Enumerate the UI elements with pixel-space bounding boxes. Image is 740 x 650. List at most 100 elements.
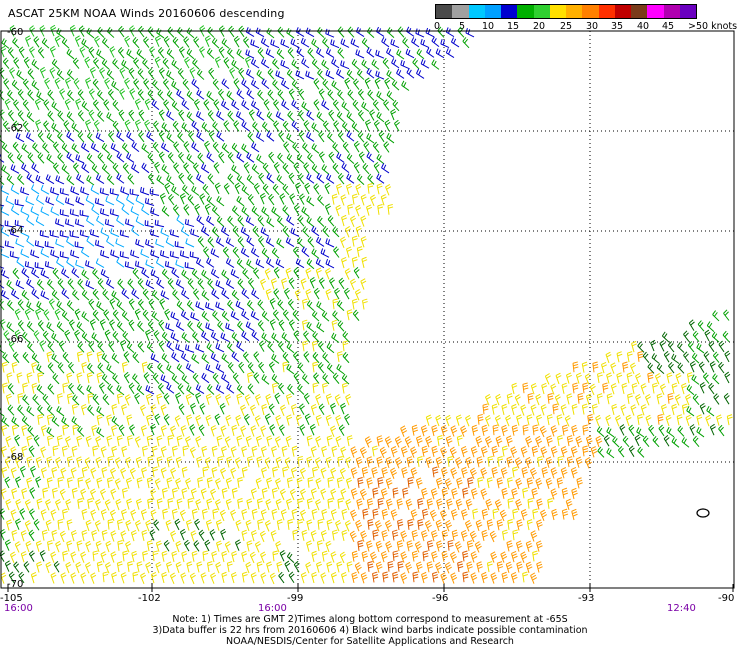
wind-barb [465,456,473,469]
wind-barb [0,245,5,248]
wind-barb [304,413,311,425]
wind-barb [87,132,95,143]
wind-barb [189,446,196,459]
wind-barb [240,247,250,258]
wind-barb [300,37,310,48]
wind-barb [666,372,673,384]
wind-barb [337,47,345,59]
wind-barb [213,99,220,111]
wind-barb [171,373,180,385]
wind-barb [400,530,408,542]
wind-barb [274,436,281,448]
wind-barb [245,68,255,79]
wind-barb [366,540,373,552]
wind-barb [206,498,213,510]
wind-barb [189,251,200,259]
wind-barb [296,477,303,489]
wind-barb [97,152,105,164]
wind-barb [560,446,568,458]
wind-barb [340,60,350,70]
wind-barb [227,110,235,122]
wind-barb [650,339,657,352]
wind-barb [55,456,62,469]
legend-label: 25 [559,21,573,32]
wind-barb [7,89,15,101]
wind-barb [718,340,725,353]
wind-barb [477,413,484,425]
wind-barb [159,250,170,259]
wind-barb [380,488,388,500]
wind-barb [147,152,155,164]
wind-barb [100,268,110,279]
wind-barb [305,27,315,38]
wind-barb [110,142,120,153]
wind-barb [293,560,300,573]
wind-barb [95,258,105,269]
wind-barb [201,353,210,364]
wind-barb [284,457,291,469]
legend-swatch [647,5,664,18]
wind-barb [51,529,58,542]
wind-barb [155,238,165,248]
wind-barb [340,194,347,206]
wind-barb [282,162,290,175]
wind-barb [346,131,355,142]
wind-barb [241,288,250,300]
wind-barb [147,89,155,101]
wind-barb [144,119,151,132]
wind-barb [201,372,210,384]
wind-barb [121,508,127,521]
wind-barb [238,67,245,80]
wind-barb [199,46,206,58]
wind-barb [106,69,115,81]
wind-barb [65,197,75,206]
wind-barb [195,435,202,448]
wind-barb [328,109,335,122]
wind-barb [386,498,393,510]
wind-barb [15,238,25,248]
wind-barb [330,402,337,415]
wind-barb [81,289,90,301]
wind-barb [141,205,150,216]
wind-barb [626,372,633,384]
wind-barb [221,550,228,563]
wind-barb [104,562,111,574]
wind-barb [400,445,408,458]
wind-barb [268,403,275,415]
wind-barb [476,561,483,573]
wind-barb [101,163,110,175]
wind-barb [180,310,190,321]
wind-barb [375,540,383,553]
wind-barb [98,382,105,394]
wind-barb [97,278,105,290]
wind-barb [297,498,303,509]
wind-barb [525,435,533,448]
wind-barb [514,394,521,406]
wind-barb [387,560,394,572]
wind-barb [86,372,93,384]
wind-barb [70,249,80,259]
wind-barb [180,352,190,363]
wind-barb [27,89,35,101]
wind-barb [353,161,360,174]
wind-barb [288,277,295,290]
wind-barb [381,163,390,174]
wind-barb [97,362,105,374]
wind-barb [306,321,315,333]
wind-barb [310,530,317,542]
wind-barb [327,89,335,101]
wind-barb [11,529,18,541]
wind-barb [315,477,322,490]
wind-barb [99,187,110,196]
wind-barb [45,498,52,511]
wind-barb [565,498,573,510]
wind-barb [331,193,338,205]
wind-barb [375,49,385,59]
wind-barb [366,477,373,489]
wind-barb [69,230,80,238]
legend-label: 30 [585,21,599,32]
wind-barb [551,508,558,521]
wind-barb [296,237,305,248]
wind-barb [266,435,273,447]
wind-barb [306,456,313,468]
